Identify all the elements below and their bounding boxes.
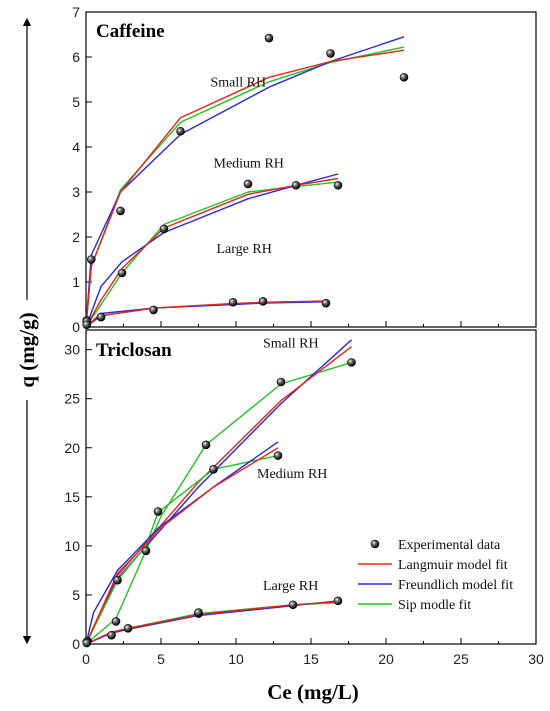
y-tick-label: 5 xyxy=(72,587,80,603)
experimental-point xyxy=(273,451,283,460)
y-tick-label: 10 xyxy=(64,538,80,554)
series-label: Large RH xyxy=(263,579,318,594)
legend-label: Experimental data xyxy=(398,538,501,553)
experimental-point xyxy=(116,206,125,216)
experimental-point xyxy=(209,465,218,474)
y-tick-label: 20 xyxy=(64,440,80,456)
legend: Experimental data Langmuir model fit Freun… xyxy=(358,538,513,613)
experimental-point xyxy=(258,297,268,306)
y-tick-label: 1 xyxy=(72,274,80,290)
y-axis-title: q (mg/g) xyxy=(15,312,39,387)
x-tick-label: 15 xyxy=(303,651,319,667)
experimental-point xyxy=(194,608,203,617)
experimental-point xyxy=(96,312,106,322)
experimental-point xyxy=(243,179,253,189)
experimental-point xyxy=(333,180,343,190)
experimental-point xyxy=(176,126,185,136)
sip-fit-line xyxy=(85,361,352,645)
panel-triclosan: 0 5 10 15 20 25 30 Small RH Medium RH Large RH T… xyxy=(64,329,537,652)
freundlich-fit-line xyxy=(85,339,352,645)
experimental-point xyxy=(276,377,286,387)
experimental-point xyxy=(201,440,211,450)
experimental-point xyxy=(333,596,343,606)
series-label: Medium RH xyxy=(257,467,327,482)
panel-title: Caffeine xyxy=(96,21,165,42)
experimental-point xyxy=(321,298,331,308)
experimental-point xyxy=(153,507,163,516)
langmuir-fit-line xyxy=(85,346,352,645)
series-label: Small RH xyxy=(211,75,267,90)
x-tick-label: 25 xyxy=(453,651,469,667)
sip-fit-line xyxy=(85,602,339,645)
panel-title: Triclosan xyxy=(96,340,172,361)
sip-fit-line xyxy=(85,454,279,645)
experimental-point xyxy=(111,617,121,626)
y-tick-label: 0 xyxy=(72,319,80,335)
langmuir-fit-line xyxy=(85,447,279,645)
experimental-point xyxy=(123,623,133,633)
panel-frame xyxy=(85,11,537,328)
freundlich-fit-line xyxy=(85,600,339,645)
experimental-point xyxy=(264,33,274,43)
experimental-point xyxy=(107,630,116,640)
freundlich-fit-line xyxy=(85,441,279,645)
y-tick-label: 15 xyxy=(64,489,80,505)
y-tick-label: 30 xyxy=(64,342,80,358)
y-ticks: 0 5 10 15 20 25 30 xyxy=(64,342,537,652)
y-axis-title-group: q (mg/g) xyxy=(15,17,39,645)
series-label: Medium RH xyxy=(214,156,284,171)
experimental-point xyxy=(82,320,92,330)
experimental-point xyxy=(149,305,158,315)
y-ticks: 0 1 2 3 4 5 6 7 xyxy=(72,4,537,335)
series-marks: Small RH Medium RH Large RH xyxy=(82,337,356,648)
series-marks: Small RH Medium RH Large RH xyxy=(82,33,409,330)
panel-caffeine: 0 1 2 3 4 5 6 7 Small RH Medium RH Large RH Caffe… xyxy=(72,4,537,335)
y-tick-label: 6 xyxy=(72,49,80,65)
x-tick-label: 10 xyxy=(228,651,244,667)
x-tick-label: 0 xyxy=(82,651,90,667)
experimental-point xyxy=(86,255,96,264)
y-tick-label: 2 xyxy=(72,229,80,245)
legend-marker xyxy=(370,539,380,549)
legend-label: Freundlich model fit xyxy=(398,578,513,593)
y-tick-label: 7 xyxy=(72,4,80,20)
experimental-point xyxy=(399,72,409,82)
experimental-point xyxy=(82,638,92,648)
y-tick-label: 25 xyxy=(64,391,80,407)
legend-label: Sip modle fit xyxy=(398,598,471,613)
y-tick-label: 3 xyxy=(72,184,80,200)
x-tick-label: 5 xyxy=(157,651,165,667)
experimental-point xyxy=(113,575,122,585)
y-tick-label: 0 xyxy=(72,636,80,652)
x-tick-label: 20 xyxy=(378,651,394,667)
experimental-point xyxy=(141,546,151,556)
langmuir-fit-line xyxy=(85,49,405,328)
y-tick-label: 4 xyxy=(72,139,80,155)
experimental-point xyxy=(347,358,356,367)
legend-label: Langmuir model fit xyxy=(398,558,508,573)
series-label: Small RH xyxy=(263,337,319,352)
experimental-point xyxy=(228,297,238,307)
langmuir-fit-line xyxy=(85,601,339,645)
experimental-point xyxy=(159,224,169,234)
x-axis-title: Ce (mg/L) xyxy=(267,680,359,704)
experimental-point xyxy=(117,268,127,278)
x-tick-label: 30 xyxy=(528,651,544,667)
freundlich-fit-line xyxy=(85,173,339,328)
langmuir-fit-line xyxy=(85,300,327,328)
experimental-point xyxy=(326,49,335,58)
experimental-point xyxy=(291,180,301,190)
x-ticks: 0 5 10 15 20 25 30 xyxy=(82,651,544,667)
y-tick-label: 5 xyxy=(72,94,80,110)
series-label: Large RH xyxy=(217,242,272,257)
experimental-point xyxy=(288,600,298,610)
